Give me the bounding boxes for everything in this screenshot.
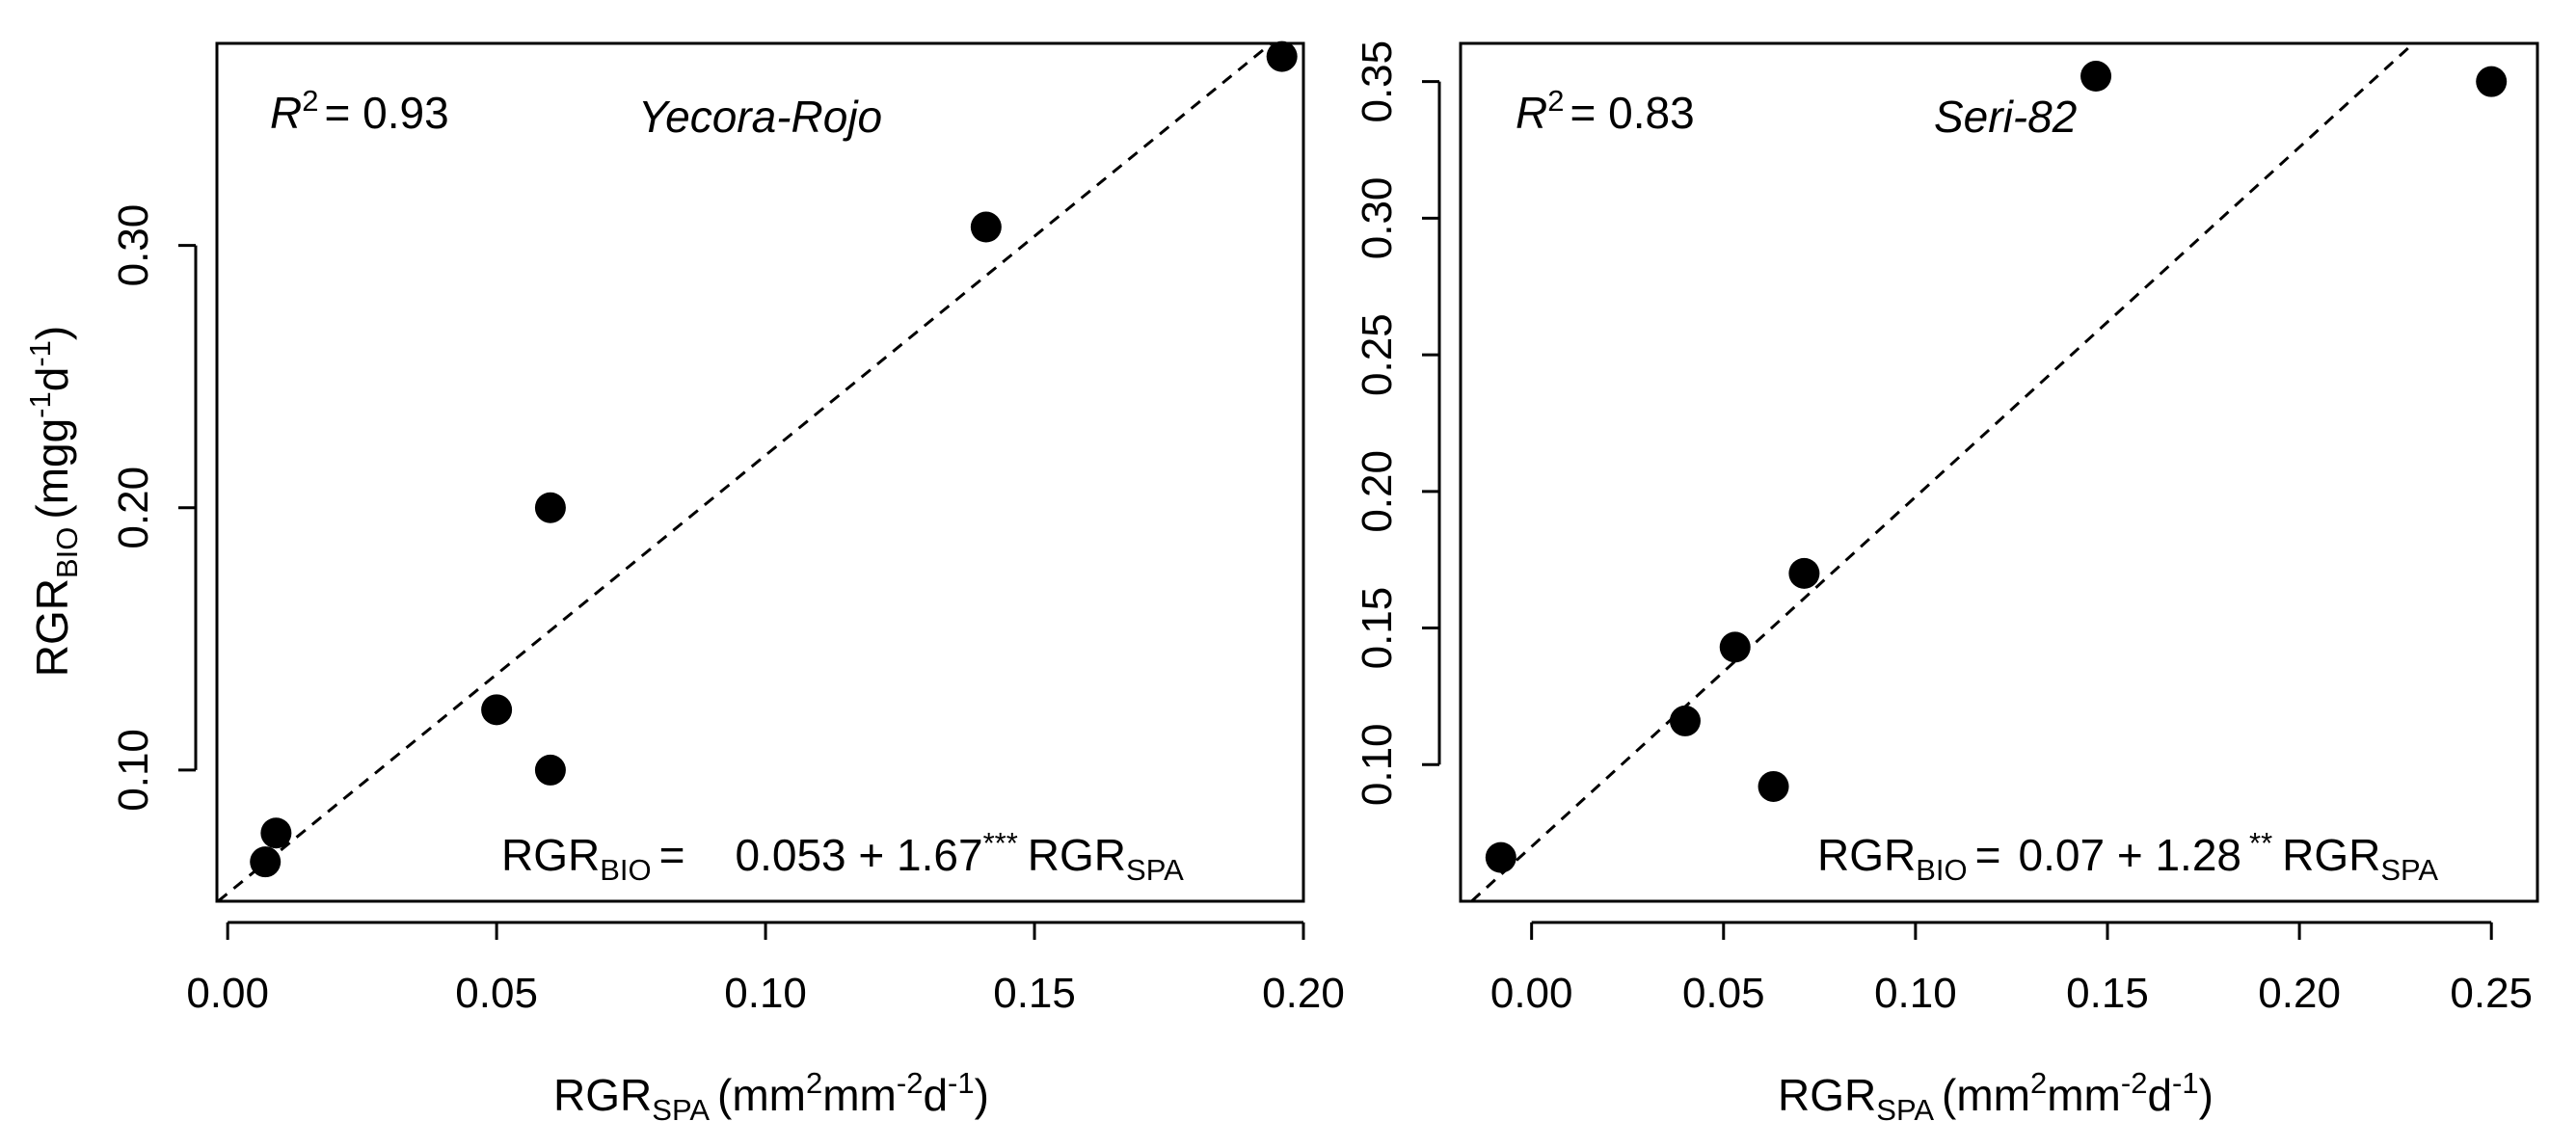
y-tick-label: 0.35 — [1354, 40, 1401, 123]
plot-frame — [1459, 41, 2539, 903]
y-axis-ticks: 0.10 0.20 0.30 — [110, 204, 198, 812]
y-tick-label: 0.10 — [110, 729, 157, 812]
regression-equation: RGRBIO = 0.053 + 1.67*** RGRSPA — [501, 826, 1184, 887]
y-tick-label: 0.15 — [1354, 587, 1401, 670]
data-point — [481, 694, 513, 726]
data-points — [250, 40, 1298, 878]
data-point — [1669, 705, 1701, 736]
panel-seri-82: 0.00 0.05 0.10 0.15 0.20 0.25 0.10 0.15 0.20 0.2… — [1354, 40, 2539, 1127]
y-tick-label: 0.20 — [110, 467, 157, 549]
regression-line — [217, 41, 1273, 903]
x-tick-label: 0.05 — [455, 970, 538, 1017]
data-point — [970, 211, 1002, 243]
data-point — [1485, 841, 1516, 873]
x-tick-label: 0.10 — [724, 970, 807, 1017]
y-tick-label: 0.10 — [1354, 723, 1401, 806]
data-point — [1758, 770, 1789, 802]
x-tick-label: 0.20 — [2258, 970, 2341, 1017]
x-tick-label: 0.00 — [1490, 970, 1573, 1017]
x-tick-label: 0.15 — [993, 970, 1076, 1017]
cultivar-label: Yecora-Rojo — [638, 92, 882, 142]
data-points — [1485, 61, 2508, 873]
x-tick-label: 0.05 — [1682, 970, 1765, 1017]
x-tick-label: 0.00 — [186, 970, 269, 1017]
data-point — [1788, 557, 1820, 589]
x-axis-ticks: 0.00 0.05 0.10 0.15 0.20 0.25 — [1490, 921, 2533, 1017]
data-point — [2080, 61, 2112, 93]
regression-equation: RGRBIO = 0.07 + 1.28 ** RGRSPA — [1817, 826, 2438, 887]
cultivar-label: Seri-82 — [1934, 92, 2077, 142]
data-point — [250, 846, 282, 878]
panel-yecora-rojo: 0.00 0.05 0.10 0.15 0.20 0.10 0.20 0.30 R2 = 0.… — [23, 40, 1345, 1127]
data-point — [534, 492, 566, 523]
y-tick-label: 0.25 — [1354, 313, 1401, 396]
y-tick-label: 0.20 — [1354, 450, 1401, 533]
regression-line — [1470, 41, 2415, 903]
y-axis-title: RGRBIO(mgg-1d-1) — [23, 326, 84, 678]
y-tick-label: 0.30 — [1354, 177, 1401, 260]
data-point — [260, 817, 292, 849]
data-point — [2476, 66, 2508, 97]
y-axis-ticks: 0.10 0.15 0.20 0.25 0.30 0.35 — [1354, 40, 1441, 806]
x-tick-label: 0.20 — [1262, 970, 1345, 1017]
r-squared-label: R2 = 0.83 — [1516, 84, 1695, 138]
x-tick-label: 0.10 — [1874, 970, 1957, 1017]
data-point — [1719, 631, 1751, 663]
data-point — [534, 754, 566, 786]
data-point — [1266, 40, 1298, 72]
x-axis-ticks: 0.00 0.05 0.10 0.15 0.20 — [186, 921, 1345, 1017]
plot-frame — [215, 41, 1305, 903]
y-tick-label: 0.30 — [110, 204, 157, 287]
x-axis-title: RGRSPA (mm2mm-2d-1) — [553, 1066, 989, 1127]
r-squared-label: R2 = 0.93 — [270, 84, 449, 138]
x-axis-title: RGRSPA (mm2mm-2d-1) — [1778, 1066, 2214, 1127]
x-tick-label: 0.15 — [2066, 970, 2149, 1017]
x-tick-label: 0.25 — [2450, 970, 2533, 1017]
